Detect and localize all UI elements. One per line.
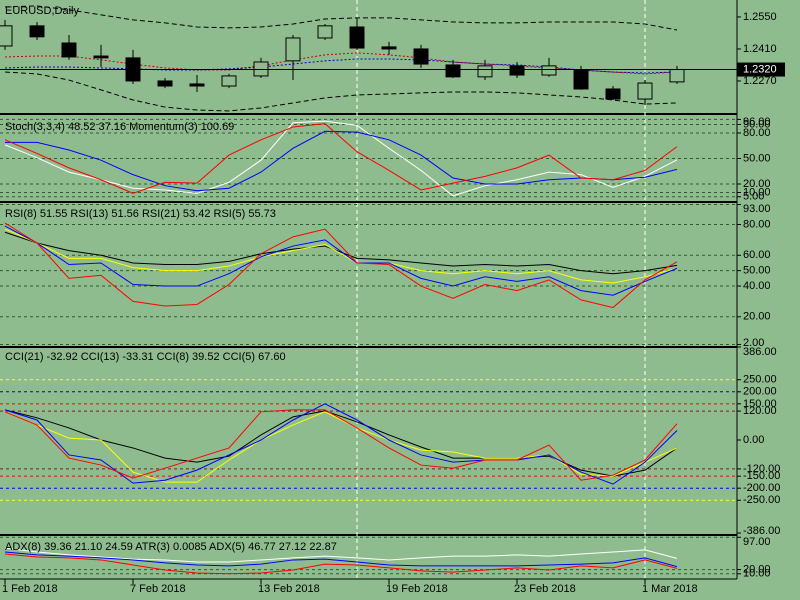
y-tick-label: 97.00 — [743, 536, 771, 548]
indicator-line — [4, 222, 678, 309]
candle-body — [509, 65, 525, 76]
panel-title: EURUSD,Daily — [5, 5, 79, 17]
x-tick-label: 7 Feb 2018 — [130, 583, 186, 595]
indicator-line — [4, 52, 678, 75]
last-price-label: 1.2320 — [743, 63, 777, 75]
y-tick-label: 93.00 — [743, 203, 771, 215]
candle-body — [637, 82, 653, 100]
candle-body — [445, 64, 461, 78]
y-tick-label: -150.00 — [743, 470, 780, 482]
panel-title: ADX(8) 39.36 21.10 24.59 ATR(3) 0.0085 A… — [5, 541, 337, 553]
candle-body — [477, 65, 493, 78]
candle-body — [29, 25, 45, 38]
candle-body — [221, 75, 237, 87]
y-tick-label: 2.00 — [743, 337, 764, 349]
y-tick-label: 120.00 — [743, 405, 777, 417]
x-tick-label: 1 Feb 2018 — [2, 583, 58, 595]
candle-body — [349, 26, 365, 49]
indicator-line — [4, 553, 678, 575]
y-tick-label: 20.00 — [743, 178, 771, 190]
indicator-line — [4, 120, 678, 197]
y-tick-label: 96.00 — [743, 116, 771, 128]
candle-body — [541, 65, 557, 76]
candle-body — [0, 25, 13, 47]
indicator-line — [4, 411, 678, 483]
indicator-line — [4, 228, 678, 284]
candle-body — [669, 69, 685, 83]
y-tick-label: 40.00 — [743, 280, 771, 292]
x-tick-label: 23 Feb 2018 — [514, 583, 576, 595]
indicator-line — [4, 123, 678, 194]
candle-body — [253, 61, 269, 77]
indicator-line — [5, 130, 678, 192]
x-tick-label: 1 Mar 2018 — [642, 583, 698, 595]
x-tick-label: 13 Feb 2018 — [258, 583, 320, 595]
last-price-box — [737, 62, 785, 77]
indicator-line — [4, 5, 678, 31]
y-tick-label: 0.00 — [743, 434, 764, 446]
panel-title: CCI(21) -32.92 CCI(13) -33.31 CCI(8) 39.… — [5, 351, 286, 363]
y-tick-label: 50.00 — [743, 265, 771, 277]
y-tick-label: 20.00 — [743, 564, 771, 576]
y-tick-label: -250.00 — [743, 494, 780, 506]
y-tick-label: 50.00 — [743, 152, 771, 164]
candle-body — [93, 55, 109, 59]
candle-body — [573, 69, 589, 90]
candle-body — [605, 88, 621, 100]
y-tick-label: 1.2410 — [743, 43, 777, 55]
y-tick-label: 386.00 — [743, 346, 777, 358]
indicator-line — [4, 225, 678, 296]
y-tick-label: 250.00 — [743, 374, 777, 386]
indicator-line — [4, 409, 678, 481]
y-tick-label: 1.2270 — [743, 75, 777, 87]
candle-body — [317, 25, 333, 39]
y-tick-label: 150.00 — [743, 398, 777, 410]
candle-body — [381, 46, 397, 50]
candle-body — [285, 37, 301, 62]
indicator-line — [4, 58, 678, 74]
y-tick-label: -120.00 — [743, 463, 780, 475]
y-tick-label: 5.00 — [743, 191, 764, 203]
y-tick-label: 200.00 — [743, 386, 777, 398]
candle-body — [157, 80, 173, 87]
candle-body — [413, 48, 429, 65]
y-tick-label: 90.00 — [743, 118, 771, 130]
indicator-line — [4, 551, 678, 568]
x-tick-label: 19 Feb 2018 — [386, 583, 448, 595]
indicator-line — [4, 231, 678, 275]
indicator-line — [4, 547, 678, 563]
y-tick-label: -200.00 — [743, 482, 780, 494]
panel-title: Stoch(3,3,4) 48.52 37.16 Momentum(3) 100… — [5, 121, 234, 133]
y-tick-label: 60.00 — [743, 249, 771, 261]
y-tick-label: -386.00 — [743, 525, 780, 537]
indicator-line — [4, 71, 678, 112]
y-tick-label: 1.2550 — [743, 11, 777, 23]
y-tick-label: 10.00 — [743, 568, 771, 580]
panel-title: RSI(8) 51.55 RSI(13) 51.56 RSI(21) 53.42… — [5, 208, 276, 220]
candle-body — [61, 42, 77, 58]
candle-body — [189, 83, 205, 87]
y-tick-label: 80.00 — [743, 127, 771, 139]
y-tick-label: 80.00 — [743, 218, 771, 230]
y-tick-label: 10.00 — [743, 186, 771, 198]
y-tick-label: 20.00 — [743, 311, 771, 323]
